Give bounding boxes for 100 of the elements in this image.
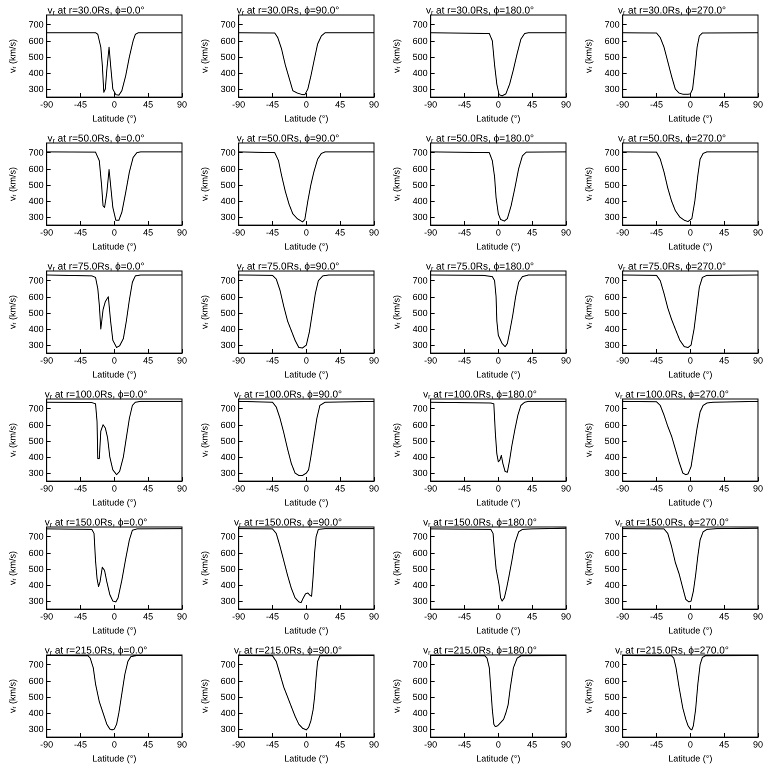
y-tick-label: 700: [220, 20, 236, 30]
x-tick-label: -90: [616, 740, 630, 750]
x-tick-label: 45: [527, 100, 538, 110]
y-tick-label: 300: [28, 212, 44, 222]
y-tick-label: 300: [412, 340, 428, 350]
x-tick-label: -90: [40, 612, 54, 622]
x-axis-title: Latitude (°): [284, 114, 328, 124]
y-tick-label: 300: [412, 724, 428, 734]
y-tick-label: 600: [604, 164, 620, 174]
y-tick-label: 400: [412, 196, 428, 206]
y-tick-label: 600: [220, 676, 236, 686]
x-axis-title: Latitude (°): [92, 498, 136, 508]
y-tick-label: 300: [220, 468, 236, 478]
y-tick-label: 400: [28, 68, 44, 78]
x-tick-label: 0: [496, 740, 501, 750]
x-tick-label: -45: [650, 228, 664, 238]
x-axis-title: Latitude (°): [284, 370, 328, 380]
x-tick-label: 90: [176, 740, 188, 750]
y-tick-label: 600: [220, 548, 236, 558]
y-tick-label: 400: [220, 68, 236, 78]
x-tick-label: 0: [112, 100, 117, 110]
x-axis-title: Latitude (°): [668, 626, 712, 636]
x-tick-label: 0: [304, 484, 309, 494]
x-tick-label: 45: [335, 740, 346, 750]
y-tick-label: 600: [412, 292, 428, 302]
y-tick-label: 700: [220, 148, 236, 158]
x-tick-label: 45: [527, 356, 538, 366]
x-tick-label: -45: [650, 740, 664, 750]
x-tick-label: -45: [458, 740, 472, 750]
x-tick-label: 90: [560, 740, 572, 750]
y-tick-label: 500: [220, 436, 236, 446]
x-tick-label: -90: [232, 612, 246, 622]
x-tick-label: 45: [143, 356, 154, 366]
y-tick-label: 700: [412, 148, 428, 158]
x-tick-label: 90: [368, 356, 380, 366]
x-tick-label: -90: [616, 484, 630, 494]
y-tick-label: 400: [604, 580, 620, 590]
x-tick-label: -90: [424, 612, 438, 622]
y-tick-label: 700: [412, 532, 428, 542]
x-tick-label: 90: [560, 484, 572, 494]
y-tick-label: 700: [220, 660, 236, 670]
y-tick-label: 500: [28, 52, 44, 62]
y-tick-label: 400: [412, 580, 428, 590]
x-tick-label: 45: [719, 740, 730, 750]
y-tick-label: 300: [220, 340, 236, 350]
x-tick-label: 0: [304, 228, 309, 238]
x-tick-label: 90: [368, 612, 380, 622]
x-tick-label: 45: [143, 484, 154, 494]
y-tick-label: 400: [28, 324, 44, 334]
y-tick-label: 600: [28, 420, 44, 430]
y-tick-label: 600: [412, 36, 428, 46]
x-tick-label: 90: [752, 356, 764, 366]
x-tick-label: 45: [143, 228, 154, 238]
y-tick-label: 400: [412, 708, 428, 718]
y-tick-label: 600: [220, 164, 236, 174]
y-tick-label: 700: [220, 276, 236, 286]
y-tick-label: 300: [220, 596, 236, 606]
y-tick-label: 500: [604, 564, 620, 574]
y-tick-label: 500: [28, 436, 44, 446]
x-tick-label: 0: [688, 612, 693, 622]
x-tick-label: 45: [719, 356, 730, 366]
x-tick-label: 0: [688, 100, 693, 110]
x-tick-label: 0: [688, 740, 693, 750]
y-tick-label: 500: [28, 564, 44, 574]
x-axis-title: Latitude (°): [284, 242, 328, 252]
y-tick-label: 700: [604, 20, 620, 30]
x-axis-title: Latitude (°): [668, 370, 712, 380]
x-tick-label: -45: [74, 484, 88, 494]
x-tick-label: -90: [40, 484, 54, 494]
x-axis-title: Latitude (°): [284, 626, 328, 636]
y-tick-label: 300: [412, 84, 428, 94]
y-tick-label: 600: [28, 548, 44, 558]
y-tick-label: 500: [220, 308, 236, 318]
x-tick-label: 90: [560, 356, 572, 366]
x-axis-title: Latitude (°): [92, 114, 136, 124]
y-tick-label: 400: [604, 324, 620, 334]
x-tick-label: 45: [335, 100, 346, 110]
x-tick-label: -45: [650, 100, 664, 110]
x-tick-label: 90: [752, 100, 764, 110]
y-tick-label: 600: [412, 420, 428, 430]
y-tick-label: 300: [412, 596, 428, 606]
x-tick-label: 0: [496, 100, 501, 110]
x-tick-label: 90: [176, 612, 188, 622]
y-tick-label: 400: [28, 196, 44, 206]
x-tick-label: -90: [232, 228, 246, 238]
x-axis-title: Latitude (°): [476, 498, 520, 508]
y-tick-label: 500: [412, 436, 428, 446]
x-tick-label: -90: [616, 612, 630, 622]
y-tick-label: 700: [28, 20, 44, 30]
x-tick-label: 45: [719, 228, 730, 238]
y-tick-label: 300: [28, 596, 44, 606]
y-tick-label: 500: [28, 692, 44, 702]
y-tick-label: 600: [412, 676, 428, 686]
x-tick-label: 90: [368, 740, 380, 750]
x-tick-label: 0: [304, 740, 309, 750]
y-tick-label: 500: [28, 180, 44, 190]
x-axis-title: Latitude (°): [92, 370, 136, 380]
x-tick-label: 45: [719, 484, 730, 494]
x-axis-title: Latitude (°): [284, 754, 328, 764]
x-tick-label: -90: [232, 740, 246, 750]
